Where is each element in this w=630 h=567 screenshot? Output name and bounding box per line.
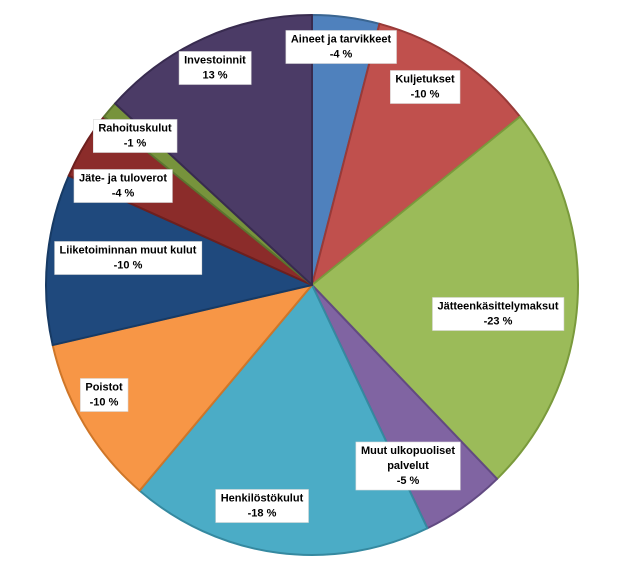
data-label-liiketoiminnan-muut-kulut: Liiketoiminnan muut kulut -10 %: [54, 241, 203, 275]
pie-slice-henkilostokulut: [138, 284, 429, 556]
slice-labels: Aineet ja tarvikkeet -4 % Kuljetukset -10 %…: [54, 30, 565, 523]
label-text: Kuljetukset -10 %: [395, 74, 455, 101]
pie-slice-poistot: [51, 284, 313, 492]
data-label-jate-ja-tuloverot: Jäte- ja tuloverot -4 %: [73, 169, 173, 203]
slice-name: palvelut: [387, 460, 429, 472]
slice-name: Kuljetukset: [395, 74, 455, 86]
label-text: Rahoituskulut -1 %: [98, 123, 172, 150]
label-box: [355, 441, 461, 491]
label-text: Liiketoiminnan muut kulut -10 %: [60, 245, 197, 272]
data-label-poistot: Poistot -10 %: [80, 378, 129, 412]
data-label-investoinnit: Investoinnit 13 %: [178, 51, 252, 85]
slice-name: Rahoituskulut: [98, 123, 172, 135]
data-label-muut-ulkopuoliset-palvelut: Muut ulkopuoliset palvelut -5 %: [355, 441, 461, 491]
data-label-kuljetukset: Kuljetukset -10 %: [390, 70, 461, 104]
slice-name: Jätteenkäsittelymaksut: [437, 301, 558, 313]
slice-name: Jäte- ja tuloverot: [79, 173, 167, 185]
label-box: [178, 51, 252, 85]
label-text: Jäte- ja tuloverot -4 %: [79, 173, 167, 200]
slice-value: -10 %: [114, 260, 143, 272]
slice-value: 13 %: [202, 70, 227, 82]
label-text: Jätteenkäsittelymaksut -23 %: [437, 301, 558, 328]
slice-value: -18 %: [248, 508, 277, 520]
label-box: [80, 378, 129, 412]
slice-name: Henkilöstökulut: [221, 493, 304, 505]
pie-slice-investoinnit: [114, 14, 313, 286]
label-box: [54, 241, 203, 275]
slice-name: Investoinnit: [184, 55, 246, 67]
slice-value: -10 %: [411, 89, 440, 101]
label-text: Investoinnit 13 %: [184, 55, 246, 82]
label-text: Henkilöstökulut -18 %: [221, 493, 304, 520]
label-box: [432, 297, 565, 331]
pie-slices: [45, 14, 579, 556]
slice-name: Aineet ja tarvikkeet: [291, 34, 392, 46]
label-box: [390, 70, 461, 104]
label-box: [73, 169, 173, 203]
slice-name: Poistot: [85, 382, 123, 394]
data-label-rahoituskulut: Rahoituskulut -1 %: [93, 119, 178, 153]
slice-name: Muut ulkopuoliset: [361, 445, 455, 457]
slice-value: -5 %: [397, 475, 420, 487]
data-label-aineet-ja-tarvikkeet: Aineet ja tarvikkeet -4 %: [285, 30, 397, 64]
data-label-henkilostokulut: Henkilöstökulut -18 %: [215, 489, 309, 523]
label-text: Aineet ja tarvikkeet -4 %: [291, 34, 392, 61]
slice-value: -4 %: [112, 188, 135, 200]
label-box: [215, 489, 309, 523]
label-text: Poistot -10 %: [85, 382, 123, 409]
slice-value: -23 %: [484, 316, 513, 328]
slice-name: Liiketoiminnan muut kulut: [60, 245, 197, 257]
slice-value: -4 %: [330, 49, 353, 61]
label-text: Muut ulkopuoliset palvelut -5 %: [361, 445, 455, 487]
slice-value: -1 %: [124, 138, 147, 150]
pie-slice-kuljetukset: [311, 22, 521, 286]
data-label-jatteenkasittelymaksut: Jätteenkäsittelymaksut -23 %: [432, 297, 565, 331]
label-box: [285, 30, 397, 64]
label-box: [93, 119, 178, 153]
slice-value: -10 %: [90, 397, 119, 409]
